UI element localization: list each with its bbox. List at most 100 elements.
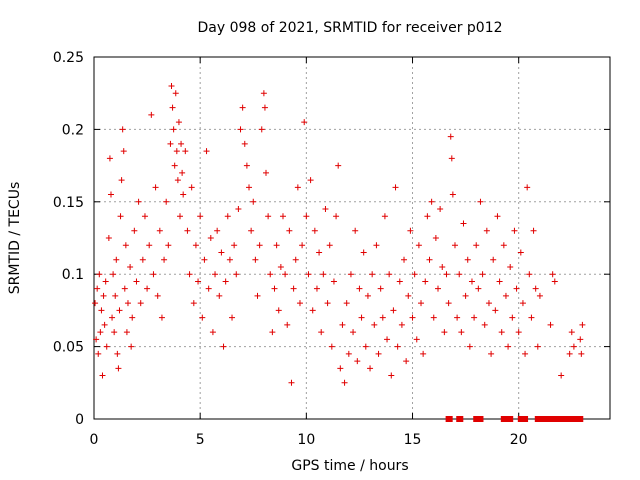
data-point [150, 271, 157, 278]
data-point [95, 350, 102, 357]
data-point [318, 329, 325, 336]
tick-layer: 0 5 10 15 20 0 0.05 0.1 0.15 0.2 0.25 [53, 50, 610, 448]
data-point [577, 336, 584, 343]
x-tick-label: 10 [297, 432, 315, 448]
data-point [199, 314, 206, 321]
data-point [146, 242, 153, 249]
data-point [192, 242, 199, 249]
data-point [148, 111, 155, 118]
data-point [413, 336, 420, 343]
data-point [522, 350, 529, 357]
data-point [477, 198, 484, 205]
data-point [343, 300, 350, 307]
y-tick-label: 0.25 [53, 50, 84, 66]
data-point [424, 213, 431, 220]
data-point [99, 372, 106, 379]
data-point [119, 126, 126, 133]
data-point [305, 271, 312, 278]
data-point [256, 242, 263, 249]
data-point [250, 198, 257, 205]
data-point [492, 307, 499, 314]
x-tick-label: 0 [90, 432, 99, 448]
chart-title: Day 098 of 2021, SRMTID for receiver p01… [197, 20, 502, 36]
data-point [390, 307, 397, 314]
data-point [152, 184, 159, 191]
data-point [139, 256, 146, 263]
x-tick-label: 5 [196, 432, 205, 448]
data-point [409, 314, 416, 321]
data-point [237, 126, 244, 133]
data-point [184, 227, 191, 234]
y-tick-label: 0.1 [62, 267, 84, 283]
data-point [437, 206, 444, 213]
data-point [447, 133, 454, 140]
y-tick-label: 0 [75, 412, 84, 428]
data-point [105, 235, 112, 241]
data-point [135, 198, 142, 205]
data-point [405, 292, 412, 299]
data-point [203, 148, 210, 155]
data-point [226, 256, 233, 263]
grid-layer [94, 57, 610, 419]
data-point [430, 314, 437, 321]
data-point [103, 343, 110, 350]
plot-frame [93, 56, 611, 420]
data-point [235, 206, 242, 213]
data-point [435, 285, 441, 292]
data-point [111, 329, 118, 336]
data-point [388, 372, 395, 379]
data-point [579, 321, 586, 328]
data-point [279, 213, 286, 220]
data-point [458, 329, 465, 336]
data-point [373, 242, 380, 249]
data-point [454, 314, 461, 321]
data-point [481, 321, 488, 328]
data-point [224, 213, 231, 220]
data-point [241, 140, 248, 147]
data-point [172, 90, 179, 97]
data-point [282, 271, 289, 278]
y-tick-label: 0.05 [53, 340, 84, 356]
data-point [411, 271, 418, 278]
data-point [177, 213, 183, 220]
data-point [106, 155, 113, 162]
data-point [121, 285, 128, 292]
data-point [94, 285, 101, 292]
data-point [173, 148, 180, 155]
data-point [536, 292, 543, 299]
data-point [337, 365, 344, 372]
data-point [277, 263, 284, 270]
data-point [167, 140, 174, 147]
data-point [124, 300, 131, 307]
data-point [322, 206, 329, 213]
data-point [178, 140, 185, 147]
zero-data-point [577, 416, 584, 422]
data-point [316, 249, 323, 256]
data-point [190, 300, 197, 307]
data-point [261, 104, 268, 111]
data-point [271, 285, 278, 292]
data-point [133, 278, 140, 285]
data-point [258, 126, 265, 133]
data-point [515, 329, 522, 336]
data-point [243, 162, 250, 169]
zero-data-point [507, 416, 514, 422]
data-point [566, 350, 573, 357]
points-layer [92, 82, 586, 422]
data-point [207, 235, 214, 241]
data-point [179, 169, 186, 176]
data-point [214, 227, 221, 234]
data-point [445, 300, 452, 307]
data-point [123, 329, 130, 336]
zero-data-point [502, 416, 509, 422]
data-point [401, 256, 408, 263]
data-point [333, 213, 340, 220]
data-point [309, 307, 316, 314]
data-point [345, 350, 352, 357]
data-point [479, 271, 486, 278]
data-point [161, 256, 168, 263]
data-point [107, 191, 114, 198]
data-point [288, 379, 295, 386]
data-point [248, 227, 255, 234]
